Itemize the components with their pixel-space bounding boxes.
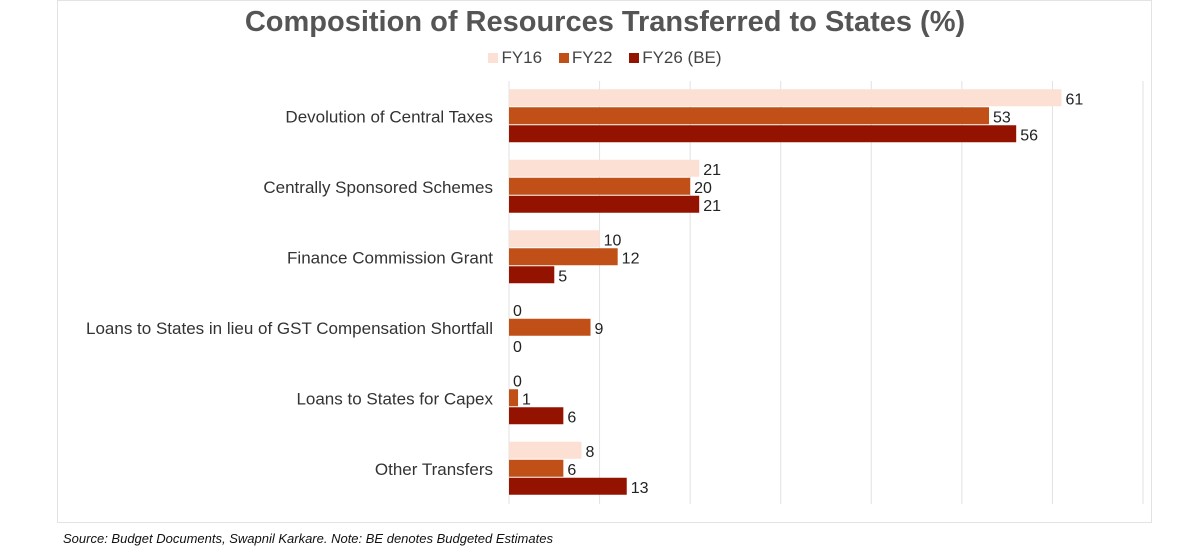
data-label: 10 [604, 232, 622, 249]
legend-label: FY22 [571, 48, 613, 67]
chart-frame [57, 0, 1152, 523]
legend-swatch [488, 53, 499, 63]
bar [509, 125, 1017, 143]
bar [509, 477, 627, 495]
bar [509, 266, 555, 284]
bar [509, 195, 700, 213]
bar [509, 459, 564, 477]
data-label: 6 [567, 462, 576, 479]
bar [509, 230, 600, 248]
category-label: Loans to States in lieu of GST Compensat… [86, 319, 493, 338]
category-label: Other Transfers [375, 460, 493, 479]
data-label: 56 [1020, 127, 1038, 144]
legend-item-fy22: FY22 [558, 48, 613, 68]
legend-swatch [558, 53, 569, 63]
data-label: 5 [558, 268, 567, 285]
data-label: 12 [622, 250, 640, 267]
bar [509, 389, 519, 407]
bar [509, 89, 1062, 107]
legend-swatch [629, 53, 640, 63]
data-label: 21 [703, 162, 721, 179]
legend: FY16 FY22 FY26 (BE) [0, 48, 1200, 68]
data-label: 53 [993, 109, 1011, 126]
data-label: 9 [595, 321, 604, 338]
bar [509, 107, 990, 125]
bar [509, 177, 691, 195]
category-label: Finance Commission Grant [287, 248, 493, 267]
data-label: 8 [585, 444, 594, 461]
category-label: Loans to States for Capex [296, 389, 493, 408]
legend-label: FY26 (BE) [642, 48, 722, 67]
bar [509, 248, 618, 266]
bar [509, 318, 591, 336]
source-note: Source: Budget Documents, Swapnil Karkar… [63, 531, 553, 546]
category-label: Devolution of Central Taxes [285, 107, 493, 126]
data-label: 61 [1065, 91, 1083, 108]
data-label: 20 [694, 180, 712, 197]
data-label: 0 [513, 373, 522, 390]
legend-label: FY16 [501, 48, 543, 67]
data-label: 0 [513, 339, 522, 356]
data-label: 13 [631, 480, 649, 497]
legend-item-fy16: FY16 [488, 48, 542, 68]
chart-title: Composition of Resources Transferred to … [244, 6, 966, 38]
bar [509, 441, 582, 459]
data-label: 0 [513, 303, 522, 320]
category-label: Centrally Sponsored Schemes [263, 178, 493, 197]
data-label: 1 [522, 391, 531, 408]
bar [509, 407, 564, 425]
data-label: 6 [567, 409, 576, 426]
bar [509, 159, 700, 177]
legend-item-fy26: FY26 (BE) [629, 48, 722, 68]
data-label: 21 [703, 198, 721, 215]
